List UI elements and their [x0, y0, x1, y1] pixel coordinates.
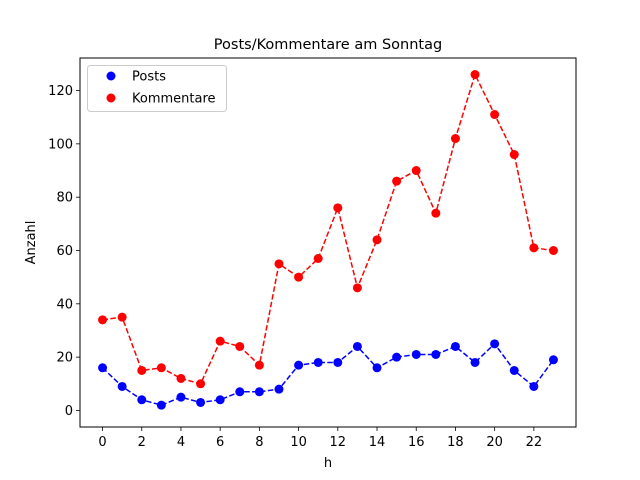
x-tick-label: 4 — [177, 435, 185, 450]
data-point-kommentare — [215, 336, 225, 346]
data-point-kommentare — [450, 134, 460, 144]
chart-title: Posts/Kommentare am Sonntag — [214, 37, 442, 53]
data-point-kommentare — [333, 203, 343, 213]
x-axis-label: h — [324, 456, 332, 471]
y-tick-label: 20 — [56, 351, 73, 366]
data-point-posts — [137, 395, 147, 405]
data-point-posts — [254, 387, 264, 397]
plot-area — [79, 57, 577, 428]
y-tick-label: 100 — [48, 137, 73, 152]
data-point-kommentare — [98, 315, 108, 325]
y-axis: 0 20 40 60 80 100 120 — [48, 84, 80, 419]
data-point-posts — [333, 357, 343, 367]
legend: Posts Kommentare — [87, 65, 227, 112]
y-tick-label: 80 — [56, 191, 73, 206]
data-point-kommentare — [235, 341, 245, 351]
x-tick-label: 16 — [408, 435, 425, 450]
x-tick-label: 6 — [216, 435, 224, 450]
data-point-kommentare — [156, 363, 166, 373]
x-tick-label: 2 — [138, 435, 146, 450]
y-tick-label: 120 — [48, 84, 73, 99]
data-point-kommentare — [294, 272, 304, 282]
x-tick-label: 10 — [290, 435, 307, 450]
x-tick-label: 22 — [526, 435, 543, 450]
legend-label-kommentare: Kommentare — [132, 92, 216, 107]
plot-frame — [79, 57, 577, 428]
data-point-kommentare — [431, 208, 441, 218]
data-point-posts — [392, 352, 402, 362]
data-point-posts — [215, 395, 225, 405]
data-point-posts — [509, 365, 519, 375]
x-tick-label: 18 — [447, 435, 464, 450]
data-point-posts — [431, 349, 441, 359]
data-point-posts — [372, 363, 382, 373]
data-point-kommentare — [196, 379, 206, 389]
data-point-kommentare — [411, 166, 421, 176]
data-point-kommentare — [470, 70, 480, 80]
x-tick-label: 0 — [98, 435, 106, 450]
data-point-posts — [156, 400, 166, 410]
data-point-posts — [117, 381, 127, 391]
x-tick-label: 12 — [330, 435, 347, 450]
data-point-kommentare — [137, 365, 147, 375]
data-point-posts — [411, 349, 421, 359]
data-point-posts — [98, 363, 108, 373]
data-point-kommentare — [548, 245, 558, 255]
y-axis-label: Anzahl — [24, 221, 39, 265]
data-point-posts — [529, 381, 539, 391]
data-point-kommentare — [254, 360, 264, 370]
data-point-posts — [490, 339, 500, 349]
legend-label-posts: Posts — [132, 70, 166, 85]
series-layer — [98, 70, 558, 410]
data-point-posts — [235, 387, 245, 397]
x-tick-label: 8 — [255, 435, 263, 450]
legend-box — [87, 65, 227, 112]
data-point-kommentare — [509, 150, 519, 160]
y-tick-label: 40 — [56, 297, 73, 312]
x-tick-label: 20 — [486, 435, 503, 450]
data-point-kommentare — [392, 176, 402, 186]
data-point-posts — [274, 384, 284, 394]
data-point-posts — [352, 341, 362, 351]
data-point-kommentare — [176, 373, 186, 383]
data-point-posts — [313, 357, 323, 367]
data-point-posts — [450, 341, 460, 351]
legend-marker-kommentare — [106, 93, 116, 103]
legend-marker-posts — [106, 71, 116, 81]
data-point-posts — [294, 360, 304, 370]
data-point-kommentare — [117, 312, 127, 322]
y-tick-label: 0 — [65, 404, 73, 419]
data-point-posts — [470, 357, 480, 367]
data-point-kommentare — [529, 243, 539, 253]
data-point-kommentare — [490, 110, 500, 120]
data-point-kommentare — [372, 235, 382, 245]
data-point-kommentare — [352, 283, 362, 293]
x-tick-label: 14 — [369, 435, 386, 450]
x-axis: 0 2 4 6 8 10 12 14 16 18 20 22 — [98, 427, 542, 450]
data-point-posts — [196, 397, 206, 407]
y-tick-label: 60 — [56, 244, 73, 259]
data-point-posts — [548, 355, 558, 365]
data-point-kommentare — [313, 253, 323, 263]
data-point-kommentare — [274, 259, 284, 269]
data-point-posts — [176, 392, 186, 402]
